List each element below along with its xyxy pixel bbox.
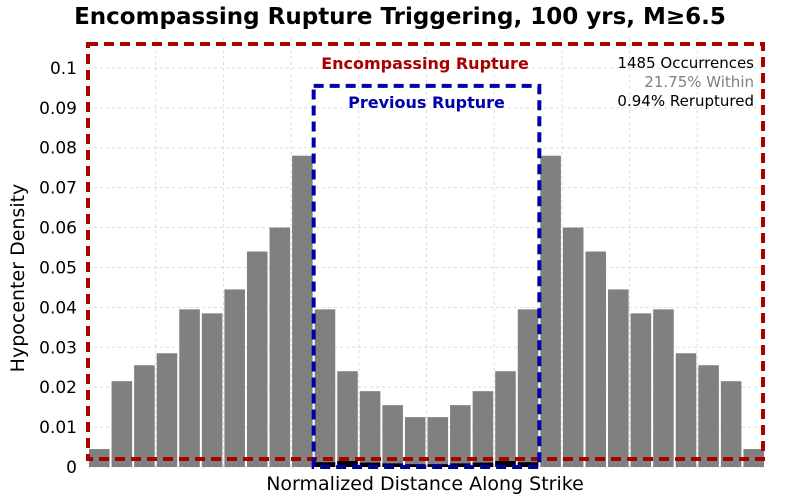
previous-rupture-box <box>311 83 542 470</box>
bar-within <box>517 309 539 467</box>
bar-within <box>495 371 516 467</box>
bar-within <box>246 251 268 467</box>
previous-rupture-label: Previous Rupture <box>348 93 505 112</box>
bar-within <box>134 365 155 467</box>
bar-reruptured <box>517 462 539 467</box>
occurrences-stat: 1485 Occurrences <box>617 54 754 72</box>
bar-within <box>450 405 471 467</box>
y-tick-label: 0.01 <box>39 418 77 438</box>
bar-within <box>156 353 178 467</box>
bar-reruptured <box>450 463 471 467</box>
y-tick-label: 0.06 <box>39 219 77 239</box>
bar-within <box>675 353 697 467</box>
y-tick-label: 0.07 <box>39 179 77 199</box>
bar-within <box>269 227 291 467</box>
encompassing-rupture-box <box>86 42 765 461</box>
bar-within <box>540 155 561 467</box>
y-tick-label: 0 <box>66 458 77 478</box>
bar-reruptured <box>359 462 381 467</box>
y-tick-label: 0.04 <box>39 298 77 318</box>
bar-within <box>359 391 381 467</box>
y-tick-label: 0.02 <box>39 378 77 398</box>
bar-within <box>179 309 200 467</box>
bar-within <box>472 391 494 467</box>
gridlines <box>88 38 765 468</box>
reruptured-stat: 0.94% Reruptured <box>617 92 754 110</box>
bar-within <box>427 417 449 467</box>
y-tick-label: 0.09 <box>39 99 77 119</box>
bar-reruptured <box>314 462 336 467</box>
bar-within <box>201 313 223 467</box>
rupture-boxes: Encompassing Rupture Previous Rupture <box>86 42 765 470</box>
x-axis-label: Normalized Distance Along Strike <box>266 473 584 495</box>
bar-within <box>698 365 719 467</box>
bar-within <box>404 417 426 467</box>
bar-within <box>562 227 584 467</box>
bar-within <box>292 155 313 467</box>
bar-reruptured <box>404 464 426 467</box>
within-stat: 21.75% Within <box>644 73 754 91</box>
bar-within <box>720 381 742 467</box>
bar-within <box>224 289 245 467</box>
bar-within <box>382 405 403 467</box>
bar-reruptured <box>495 461 516 467</box>
bar-within <box>743 449 764 467</box>
bar-within <box>314 309 336 467</box>
y-tick-label: 0.08 <box>39 139 77 159</box>
bar-within <box>608 289 629 467</box>
bar-within <box>111 381 133 467</box>
encompassing-rupture-label: Encompassing Rupture <box>321 54 529 73</box>
chart-title: Encompassing Rupture Triggering, 100 yrs… <box>74 4 726 30</box>
bar-within <box>653 309 674 467</box>
y-axis-label: Hypocenter Density <box>7 184 29 373</box>
bar-within <box>630 313 652 467</box>
bar-reruptured <box>472 462 494 467</box>
y-axis-ticks: 0 0.01 0.02 0.03 0.04 0.05 0.06 0.07 0.08 0.09 0.1 <box>39 59 77 478</box>
bar-within <box>337 371 358 467</box>
bar-reruptured <box>337 461 358 467</box>
y-tick-label: 0.03 <box>39 338 77 358</box>
histogram-bars <box>89 155 764 467</box>
y-tick-label: 0.1 <box>50 59 77 79</box>
y-tick-label: 0.05 <box>39 258 77 278</box>
bar-within <box>585 251 607 467</box>
